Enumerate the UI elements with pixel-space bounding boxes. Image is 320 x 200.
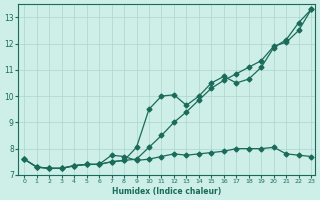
X-axis label: Humidex (Indice chaleur): Humidex (Indice chaleur) xyxy=(112,187,221,196)
